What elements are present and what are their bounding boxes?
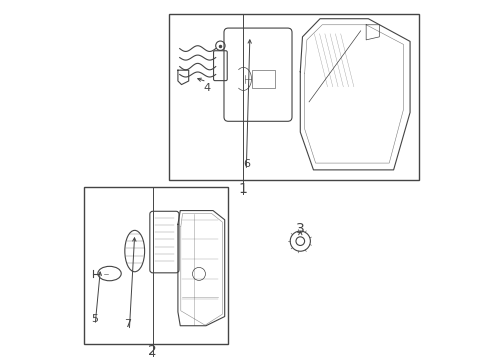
Text: 1: 1 [238,182,246,196]
Text: 5: 5 [91,314,99,324]
Text: 2: 2 [148,344,157,358]
Bar [84,187,228,344]
Text: 7: 7 [123,319,131,329]
Text: 3: 3 [295,221,304,235]
Text: 4: 4 [203,83,210,93]
Bar [251,71,275,89]
Bar [168,14,418,180]
Text: 6: 6 [243,159,249,169]
